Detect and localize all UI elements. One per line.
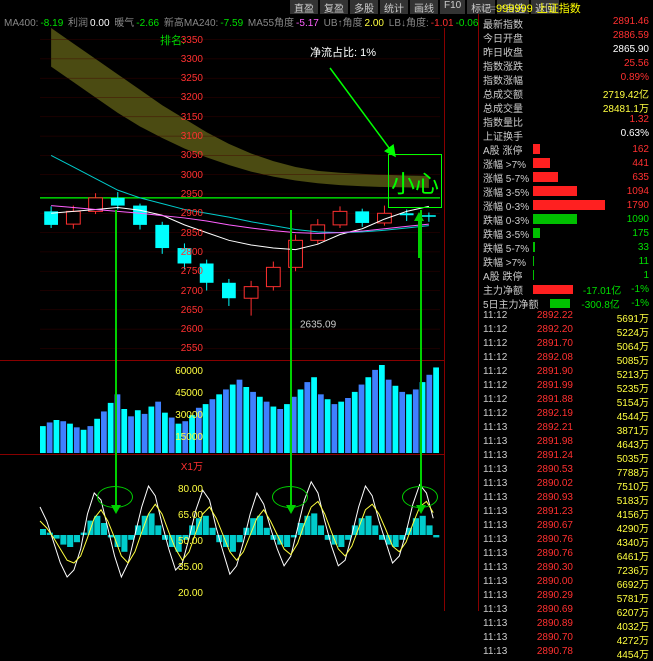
vertical-arrow bbox=[290, 210, 292, 510]
breadth-row: 涨幅 3-5%1094 bbox=[479, 184, 653, 198]
tick-row: 11:122891.905213万 bbox=[479, 366, 653, 380]
vertical-arrow bbox=[420, 210, 422, 510]
tick-row: 11:122891.705064万 bbox=[479, 338, 653, 352]
tick-row: 11:132890.307236万 bbox=[479, 562, 653, 576]
menu-item[interactable]: 复盈 bbox=[320, 0, 348, 14]
breadth-row: 涨幅 5-7%635 bbox=[479, 170, 653, 184]
summary-row: 指数涨幅0.89% bbox=[479, 72, 653, 86]
menu-item[interactable]: 统计 bbox=[380, 0, 408, 14]
menu-item[interactable]: 多股 bbox=[350, 0, 378, 14]
tick-row: 11:122891.995235万 bbox=[479, 380, 653, 394]
tick-row: 11:132890.784454万 bbox=[479, 646, 653, 660]
netflow-row: 5日主力净额-300.8亿-1% bbox=[479, 296, 653, 310]
summary-section: 最新指数2891.46今日开盘2886.59昨日收盘2865.90指数涨跌25.… bbox=[479, 14, 653, 142]
price-axis: 3350330032503200315031003050300029502900… bbox=[177, 28, 205, 360]
svg-text:2635.09: 2635.09 bbox=[300, 320, 337, 331]
tick-row: 11:132892.213871万 bbox=[479, 422, 653, 436]
breadth-row: A股 跌停1 bbox=[479, 268, 653, 282]
ma-indicator-line: MA400:-8.19 利润0.00 暖气-2.66 新高MA240:-7.59… bbox=[4, 14, 480, 26]
volume-panel[interactable] bbox=[0, 360, 445, 454]
tick-row: 11:132891.984643万 bbox=[479, 436, 653, 450]
summary-row: 总成交量28481.1万 bbox=[479, 100, 653, 114]
breadth-row: 跌幅 5-7%33 bbox=[479, 240, 653, 254]
tick-row: 11:132890.704272万 bbox=[479, 632, 653, 646]
tick-list: 11:122892.225691万11:122892.205224万11:122… bbox=[479, 310, 653, 660]
tick-row: 11:122891.885154万 bbox=[479, 394, 653, 408]
menu-item[interactable]: F10 bbox=[440, 0, 465, 14]
tick-row: 11:122892.205224万 bbox=[479, 324, 653, 338]
tick-row: 11:132891.245035万 bbox=[479, 450, 653, 464]
tick-row: 11:132890.894032万 bbox=[479, 618, 653, 632]
quote-sidebar: G=999999上证指数 最新指数2891.46今日开盘2886.59昨日收盘2… bbox=[478, 14, 653, 611]
indicator-axis: X1万80.0065.0050.0035.0020.00 bbox=[177, 454, 205, 611]
tick-row: 11:122892.194544万 bbox=[479, 408, 653, 422]
tick-row: 11:122892.085085万 bbox=[479, 352, 653, 366]
summary-row: 总成交额2719.42亿 bbox=[479, 86, 653, 100]
net-flow-section: 主力净额-17.01亿-1%5日主力净额-300.8亿-1% bbox=[479, 282, 653, 310]
breadth-histogram: A股 涨停162涨幅 >7%441涨幅 5-7%635涨幅 3-5%1094涨幅… bbox=[479, 142, 653, 282]
tick-row: 11:132890.696207万 bbox=[479, 604, 653, 618]
breadth-row: 跌幅 0-3%1090 bbox=[479, 212, 653, 226]
netflow-row: 主力净额-17.01亿-1% bbox=[479, 282, 653, 296]
tick-row: 11:132890.295781万 bbox=[479, 590, 653, 604]
breadth-row: 涨幅 >7%441 bbox=[479, 156, 653, 170]
menu-item[interactable]: 画线 bbox=[410, 0, 438, 14]
tick-row: 11:132890.027510万 bbox=[479, 478, 653, 492]
breadth-row: 跌幅 >7%11 bbox=[479, 254, 653, 268]
breadth-row: A股 涨停162 bbox=[479, 142, 653, 156]
summary-row: 今日开盘2886.59 bbox=[479, 30, 653, 44]
candlestick-chart[interactable]: 排名: 净流占比: 1% 2635.09 小心 bbox=[0, 28, 445, 360]
summary-row: 指数量比1.32 bbox=[479, 114, 653, 128]
tick-row: 11:132890.935183万 bbox=[479, 492, 653, 506]
vertical-arrow bbox=[115, 210, 117, 510]
volume-axis: 60000450003000015000 bbox=[177, 360, 205, 454]
breadth-row: 涨幅 0-3%1790 bbox=[479, 198, 653, 212]
tick-row: 11:132890.766461万 bbox=[479, 548, 653, 562]
tick-row: 11:132891.234156万 bbox=[479, 506, 653, 520]
symbol-title: G=999999上证指数 bbox=[481, 0, 581, 16]
summary-row: 指数涨跌25.56 bbox=[479, 58, 653, 72]
menu-item[interactable]: 直盈 bbox=[290, 0, 318, 14]
summary-row: 昨日收盘2865.90 bbox=[479, 44, 653, 58]
summary-row: 上证换手0.63% bbox=[479, 128, 653, 142]
tick-row: 11:132890.537788万 bbox=[479, 464, 653, 478]
caution-annotation: 小心 bbox=[388, 154, 442, 208]
summary-row: 最新指数2891.46 bbox=[479, 16, 653, 30]
tick-row: 11:122892.225691万 bbox=[479, 310, 653, 324]
breadth-row: 跌幅 3-5%175 bbox=[479, 226, 653, 240]
indicator-panel[interactable] bbox=[0, 454, 445, 611]
tick-row: 11:132890.674290万 bbox=[479, 520, 653, 534]
tick-row: 11:132890.764340万 bbox=[479, 534, 653, 548]
tick-row: 11:132890.006692万 bbox=[479, 576, 653, 590]
